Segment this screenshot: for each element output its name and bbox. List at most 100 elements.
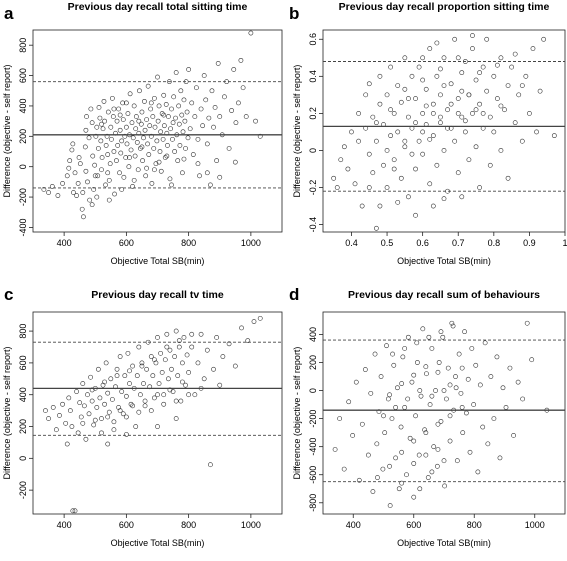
- panel-b: b Previous day recall proportion sitting …: [289, 1, 567, 266]
- data-point: [142, 127, 148, 133]
- y-tick-label: -800: [308, 494, 318, 512]
- y-tick-label: 800: [18, 38, 28, 53]
- data-point: [118, 150, 124, 156]
- data-point: [537, 88, 543, 94]
- data-point: [488, 374, 494, 379]
- data-point: [148, 408, 154, 414]
- data-point: [204, 170, 210, 176]
- data-point: [148, 100, 154, 106]
- data-point: [420, 110, 426, 116]
- data-point: [201, 73, 207, 78]
- data-point: [453, 374, 458, 379]
- data-point: [189, 100, 195, 106]
- panel-letter: c: [4, 285, 13, 304]
- data-point: [172, 354, 178, 359]
- data-point: [190, 152, 196, 157]
- data-point: [429, 393, 435, 399]
- data-point: [81, 214, 86, 220]
- data-point: [409, 379, 415, 385]
- data-point: [183, 382, 188, 388]
- data-point: [418, 393, 424, 399]
- data-point: [377, 73, 383, 79]
- data-point: [99, 167, 104, 173]
- data-point: [475, 469, 481, 475]
- data-point: [119, 389, 125, 394]
- data-point: [99, 155, 105, 160]
- data-point: [125, 111, 131, 116]
- data-point: [459, 194, 465, 200]
- x-tick-label: 0.5: [381, 238, 394, 248]
- data-point: [183, 146, 188, 151]
- data-point: [417, 486, 423, 492]
- data-point: [400, 354, 406, 360]
- data-point: [201, 376, 207, 382]
- data-point: [150, 114, 156, 119]
- data-point: [480, 64, 486, 70]
- data-point: [173, 416, 179, 421]
- data-point: [494, 62, 500, 68]
- data-point: [512, 51, 518, 57]
- data-point: [469, 346, 475, 351]
- y-tick-label: 200: [18, 129, 28, 144]
- data-point: [123, 155, 129, 160]
- data-point: [70, 508, 76, 514]
- data-point: [423, 103, 429, 109]
- plot-frame: [322, 29, 566, 233]
- data-point: [130, 403, 135, 409]
- data-point: [384, 148, 390, 153]
- data-point: [203, 97, 209, 103]
- data-point: [214, 158, 220, 164]
- data-point: [370, 170, 376, 176]
- data-point: [411, 494, 417, 500]
- data-point: [387, 503, 393, 508]
- data-point: [161, 392, 167, 398]
- data-point: [378, 374, 384, 379]
- data-point: [74, 389, 79, 394]
- data-point: [375, 475, 380, 480]
- data-point: [170, 136, 175, 142]
- data-point: [222, 94, 227, 100]
- data-point: [334, 185, 340, 190]
- data-point: [106, 177, 112, 183]
- data-point: [391, 166, 397, 172]
- data-point: [92, 417, 98, 423]
- data-point: [86, 135, 92, 141]
- data-point: [370, 114, 376, 120]
- y-tick-label: 0: [308, 388, 318, 393]
- data-point: [186, 392, 192, 398]
- data-point: [220, 354, 226, 359]
- data-point: [337, 416, 343, 422]
- data-point: [380, 466, 386, 472]
- data-point: [338, 157, 344, 163]
- x-tick-label: 0.9: [523, 238, 536, 248]
- data-point: [89, 120, 95, 126]
- data-point: [480, 424, 486, 430]
- data-point: [84, 114, 89, 119]
- data-point: [399, 449, 405, 455]
- x-tick-label: 600: [406, 520, 421, 530]
- data-point: [435, 447, 441, 452]
- data-point: [197, 173, 202, 179]
- data-point: [123, 124, 129, 130]
- x-tick-label: 600: [119, 520, 134, 530]
- data-point: [176, 338, 182, 344]
- data-point: [137, 146, 143, 151]
- data-point: [467, 449, 473, 455]
- data-point: [441, 83, 447, 88]
- data-point: [487, 114, 493, 120]
- y-axis-label: Difference (objective - self report): [292, 347, 302, 480]
- data-point: [114, 366, 120, 372]
- data-point: [166, 79, 172, 85]
- data-point: [395, 83, 401, 88]
- data-point: [141, 381, 146, 386]
- data-point: [405, 396, 411, 402]
- data-point: [491, 416, 497, 422]
- data-point: [377, 203, 383, 209]
- data-point: [426, 334, 432, 340]
- x-axis-label: Objective Total SB(min): [397, 538, 491, 548]
- data-point: [148, 354, 154, 359]
- data-point: [111, 149, 117, 154]
- data-point: [128, 401, 134, 407]
- data-point: [387, 463, 392, 469]
